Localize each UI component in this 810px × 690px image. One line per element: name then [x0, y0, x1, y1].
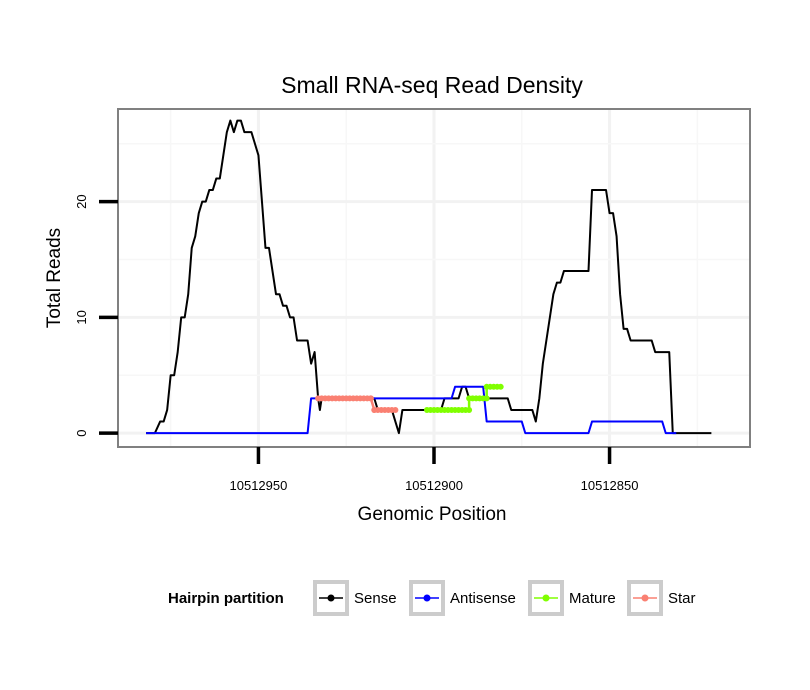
x-axis-title: Genomic Position	[358, 504, 507, 525]
y-tick-label: 20	[74, 194, 89, 208]
series-mature	[423, 383, 504, 413]
legend-label: Sense	[354, 590, 397, 607]
data-point-mature	[483, 395, 490, 402]
legend-item-sense: Sense	[313, 580, 397, 616]
legend-key-point	[327, 594, 335, 602]
y-tick-label: 0	[74, 429, 89, 436]
x-axis: 10512950 10512900 10512850	[230, 447, 639, 493]
y-axis: 0 10 20	[74, 194, 118, 437]
y-axis-title: Total Reads	[44, 228, 65, 328]
data-point-star	[367, 395, 374, 402]
legend-key-point	[641, 594, 649, 602]
data-point-mature	[466, 406, 473, 413]
x-tick-label: 10512950	[230, 478, 288, 493]
x-tick-label: 10512850	[581, 478, 639, 493]
data-point-mature	[497, 383, 504, 390]
series-line-sense	[146, 119, 712, 435]
legend-item-mature: Mature	[528, 580, 616, 616]
legend-key-point	[423, 594, 431, 602]
legend-title: Hairpin partition	[168, 590, 284, 607]
series-sense	[146, 119, 712, 435]
legend-item-antisense: Antisense	[409, 580, 516, 616]
y-tick-label: 10	[74, 310, 89, 324]
x-tick-label: 10512900	[405, 478, 463, 493]
legend-label: Antisense	[450, 590, 516, 607]
data-point-star	[392, 406, 399, 413]
series-layer	[146, 119, 712, 435]
legend-label: Mature	[569, 590, 616, 607]
legend-key-point	[542, 594, 550, 602]
legend-item-star: Star	[627, 580, 696, 616]
chart-title: Small RNA-seq Read Density	[281, 72, 583, 98]
legend: Hairpin partition Sense Antisense Mature St…	[168, 580, 696, 616]
legend-label: Star	[668, 590, 696, 607]
series-star	[315, 395, 399, 413]
